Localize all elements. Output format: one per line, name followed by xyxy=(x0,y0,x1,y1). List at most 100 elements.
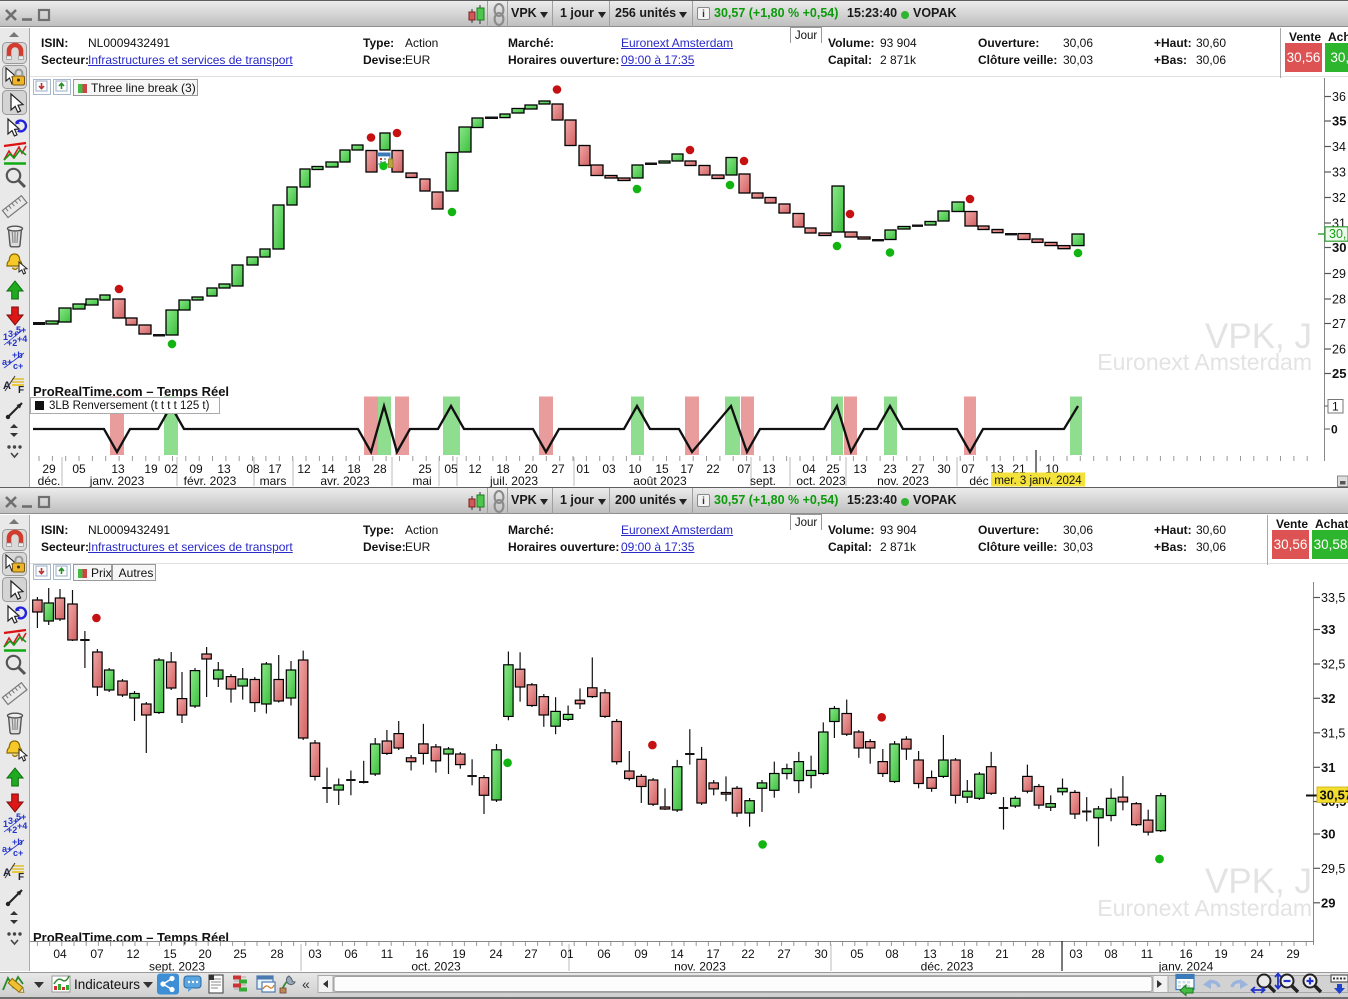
svg-text:A: A xyxy=(3,380,11,392)
svg-text:22: 22 xyxy=(741,947,755,961)
svg-text:29: 29 xyxy=(42,462,56,476)
svg-text:14: 14 xyxy=(670,947,684,961)
svg-text:a+: a+ xyxy=(2,357,12,367)
svg-text:Indicateurs: Indicateurs xyxy=(74,977,140,992)
svg-text:27: 27 xyxy=(524,947,538,961)
svg-text:+2: +2 xyxy=(7,338,17,348)
svg-text:09: 09 xyxy=(634,947,648,961)
svg-text:11: 11 xyxy=(1141,947,1154,961)
svg-text:VPK, J: VPK, J xyxy=(1205,317,1312,356)
svg-text:29: 29 xyxy=(1321,895,1335,910)
svg-text:18: 18 xyxy=(347,462,361,476)
svg-text:«: « xyxy=(302,976,310,992)
svg-text:janv. 2023: janv. 2023 xyxy=(89,474,145,488)
svg-text:29: 29 xyxy=(1332,267,1346,281)
svg-text:déc.: déc. xyxy=(38,474,61,488)
svg-text:27: 27 xyxy=(777,947,791,961)
svg-text:28: 28 xyxy=(1332,293,1346,307)
svg-text:32: 32 xyxy=(1321,691,1335,706)
svg-text:13: 13 xyxy=(853,462,867,476)
svg-text:17: 17 xyxy=(268,462,282,476)
svg-text:31: 31 xyxy=(1332,217,1346,231)
svg-text:01: 01 xyxy=(560,947,574,961)
svg-text:14: 14 xyxy=(321,462,335,476)
svg-text:21: 21 xyxy=(995,947,1009,961)
svg-text:1: 1 xyxy=(3,332,8,342)
svg-text:F: F xyxy=(18,872,24,883)
svg-text:25: 25 xyxy=(418,462,432,476)
svg-text:19: 19 xyxy=(1214,947,1228,961)
svg-text:05: 05 xyxy=(72,462,86,476)
svg-text:3+: 3+ xyxy=(8,329,18,339)
svg-text:08: 08 xyxy=(246,462,260,476)
svg-text:20: 20 xyxy=(524,462,538,476)
svg-text:03: 03 xyxy=(1069,947,1083,961)
svg-text:1: 1 xyxy=(3,819,8,829)
svg-text:12: 12 xyxy=(126,947,140,961)
svg-text:35: 35 xyxy=(1332,114,1346,129)
svg-text:3+: 3+ xyxy=(8,816,18,826)
svg-text:1: 1 xyxy=(1332,400,1339,414)
svg-text:13: 13 xyxy=(111,462,125,476)
svg-text:24: 24 xyxy=(489,947,503,961)
svg-text:03: 03 xyxy=(602,462,616,476)
svg-text:A: A xyxy=(3,867,11,879)
svg-text:27: 27 xyxy=(911,462,925,476)
svg-text:18: 18 xyxy=(496,462,510,476)
svg-text:23: 23 xyxy=(883,462,897,476)
svg-text:03: 03 xyxy=(308,947,322,961)
svg-text:25: 25 xyxy=(233,947,247,961)
svg-text:30,5: 30,5 xyxy=(1321,794,1346,809)
svg-text:30: 30 xyxy=(814,947,828,961)
svg-text:19: 19 xyxy=(452,947,466,961)
svg-text:Euronext Amsterdam: Euronext Amsterdam xyxy=(1097,349,1312,375)
svg-text:33,5: 33,5 xyxy=(1321,591,1345,605)
svg-text:13: 13 xyxy=(762,462,776,476)
svg-text:33: 33 xyxy=(1332,166,1346,180)
svg-text:a+: a+ xyxy=(2,844,12,854)
svg-text:01: 01 xyxy=(576,462,590,476)
svg-text:22: 22 xyxy=(706,462,720,476)
svg-text:c+: c+ xyxy=(13,361,23,371)
svg-text:20: 20 xyxy=(198,947,212,961)
svg-text:18: 18 xyxy=(960,947,974,961)
svg-text:30,: 30, xyxy=(1329,227,1346,241)
svg-text:15: 15 xyxy=(163,947,177,961)
svg-text:17: 17 xyxy=(680,462,694,476)
svg-text:29: 29 xyxy=(1286,947,1300,961)
svg-text:juil. 2023: juil. 2023 xyxy=(489,474,538,488)
svg-text:nov. 2023: nov. 2023 xyxy=(877,474,929,488)
svg-text:30: 30 xyxy=(937,462,951,476)
svg-text:10: 10 xyxy=(1045,462,1059,476)
svg-text:F: F xyxy=(18,385,24,396)
svg-text:25: 25 xyxy=(826,462,840,476)
svg-text:avr. 2023: avr. 2023 xyxy=(320,474,370,488)
svg-text:04: 04 xyxy=(53,947,67,961)
svg-text:+2: +2 xyxy=(7,825,17,835)
svg-text:31: 31 xyxy=(1321,760,1335,775)
svg-text:VPK, J: VPK, J xyxy=(1205,862,1312,901)
svg-text:+4: +4 xyxy=(17,334,27,344)
svg-text:33: 33 xyxy=(1321,622,1335,637)
svg-text:+4: +4 xyxy=(17,821,27,831)
svg-text:32: 32 xyxy=(1332,191,1346,205)
svg-text:34: 34 xyxy=(1332,140,1346,154)
svg-text:17: 17 xyxy=(706,947,720,961)
svg-text:06: 06 xyxy=(597,947,611,961)
svg-text:07: 07 xyxy=(737,462,751,476)
svg-text:28: 28 xyxy=(270,947,284,961)
svg-text:oct. 2023: oct. 2023 xyxy=(796,474,846,488)
svg-text:+b: +b xyxy=(12,837,23,847)
svg-text:27: 27 xyxy=(1332,317,1346,331)
svg-text:26: 26 xyxy=(1332,343,1346,357)
svg-text:Euronext Amsterdam: Euronext Amsterdam xyxy=(1097,895,1312,921)
svg-text:29,5: 29,5 xyxy=(1321,862,1345,876)
svg-text:mer. 3 janv. 2024: mer. 3 janv. 2024 xyxy=(994,475,1082,487)
svg-text:21: 21 xyxy=(1012,462,1026,476)
svg-text:c+: c+ xyxy=(13,848,23,858)
svg-text:12: 12 xyxy=(297,462,311,476)
svg-text:07: 07 xyxy=(961,462,975,476)
svg-text:36: 36 xyxy=(1332,90,1346,104)
svg-text:10: 10 xyxy=(628,462,642,476)
svg-text:05: 05 xyxy=(444,462,458,476)
